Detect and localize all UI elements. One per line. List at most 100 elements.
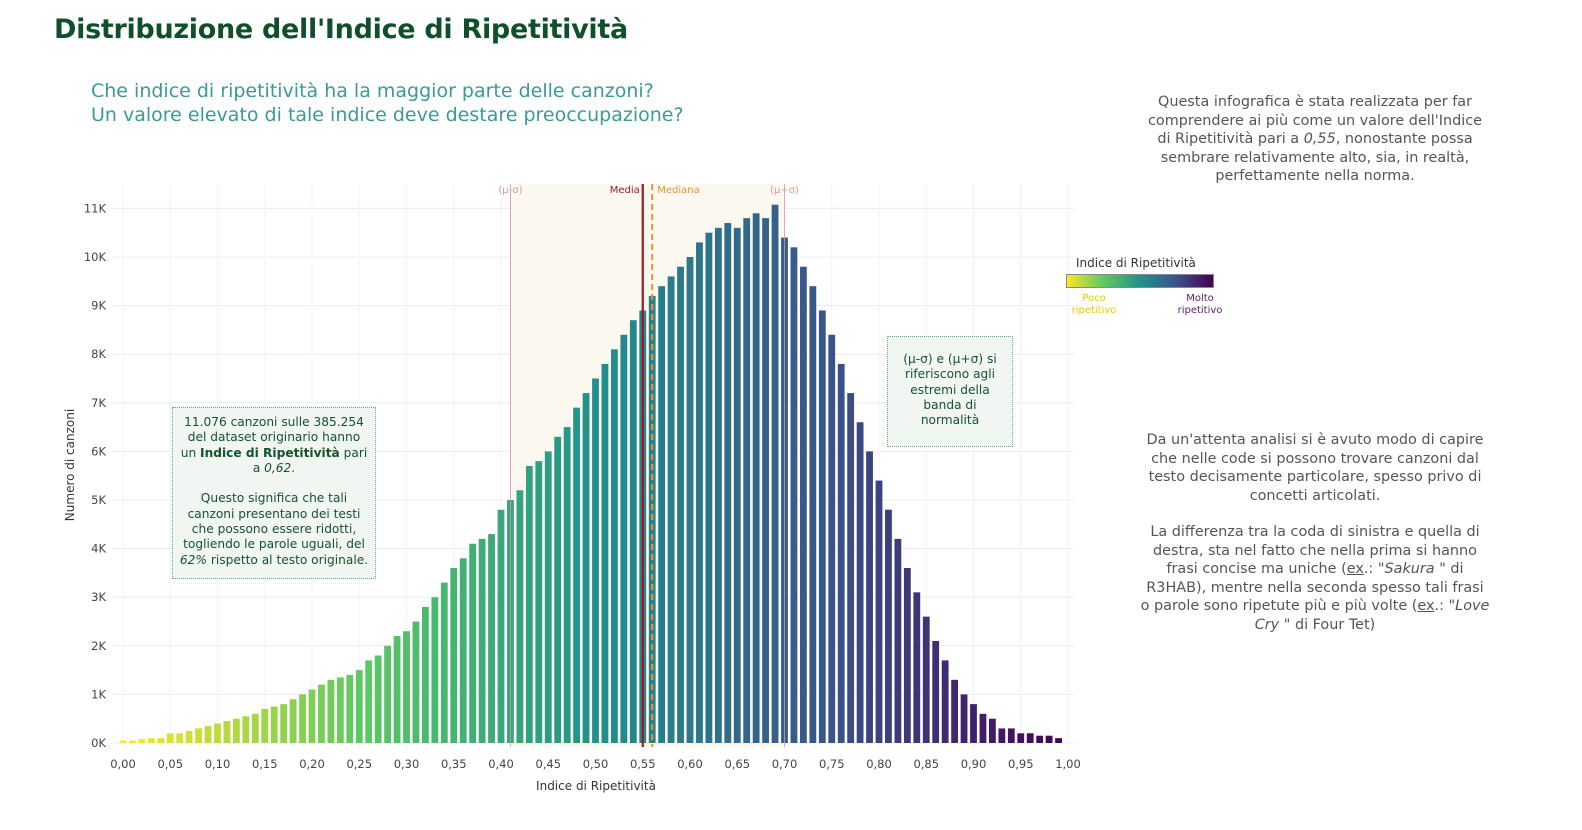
analysis-paragraph-1: Da un'attenta analisi si è avuto modo di… bbox=[1146, 432, 1484, 504]
analysis-text: Da un'attenta analisi si è avuto modo di… bbox=[1140, 431, 1490, 634]
histogram-bar bbox=[336, 677, 344, 743]
histogram-bar bbox=[856, 422, 864, 743]
histogram-bar bbox=[601, 363, 609, 743]
x-tick-label: 0,60 bbox=[677, 757, 703, 771]
x-tick-label: 0,15 bbox=[252, 757, 278, 771]
subtitle-line-1: Che indice di ripetitività ha la maggior… bbox=[91, 80, 654, 102]
histogram-bar bbox=[544, 451, 552, 743]
reference-line-label: (μ-σ) bbox=[498, 185, 522, 196]
y-tick-label: 11K bbox=[84, 201, 107, 215]
y-tick-label: 8K bbox=[91, 347, 106, 361]
histogram-bar bbox=[242, 716, 250, 743]
histogram-bar bbox=[885, 509, 892, 743]
histogram-bar bbox=[516, 490, 524, 743]
histogram-bar bbox=[525, 465, 533, 743]
histogram-bar bbox=[733, 227, 741, 744]
x-tick-label: 0,75 bbox=[819, 757, 845, 771]
histogram-bar bbox=[195, 728, 203, 743]
histogram-bar bbox=[166, 733, 174, 743]
histogram-bar bbox=[847, 393, 855, 743]
histogram-bar bbox=[818, 310, 826, 743]
y-tick-label: 7K bbox=[91, 396, 106, 410]
histogram-bar bbox=[932, 640, 940, 743]
y-tick-label: 1K bbox=[91, 687, 106, 701]
page-title: Distribuzione dell'Indice di Ripetitivit… bbox=[54, 14, 628, 45]
analysis-paragraph-2: La differenza tra la coda di sinistra e … bbox=[1140, 524, 1490, 633]
histogram-bar bbox=[346, 674, 354, 743]
x-tick-label: 0,05 bbox=[157, 757, 183, 771]
histogram-bar bbox=[299, 694, 306, 743]
histogram-bar bbox=[469, 543, 477, 743]
histogram-bar bbox=[1026, 733, 1034, 743]
histogram-bar bbox=[790, 247, 798, 743]
histogram-bar bbox=[866, 451, 873, 743]
histogram-bar bbox=[629, 320, 637, 743]
histogram-bar bbox=[582, 393, 590, 743]
y-tick-label: 2K bbox=[91, 639, 106, 653]
histogram-bar bbox=[828, 334, 836, 743]
histogram-bar bbox=[421, 606, 429, 743]
histogram-bar bbox=[799, 266, 807, 743]
x-tick-label: 0,40 bbox=[488, 757, 514, 771]
x-tick-label: 0,70 bbox=[772, 757, 798, 771]
histogram-bar bbox=[232, 718, 240, 743]
histogram-bar bbox=[214, 723, 221, 743]
reference-line-label: Media bbox=[610, 185, 640, 196]
histogram-bar bbox=[554, 436, 562, 743]
legend-high-label: Molto ripetitivo bbox=[1177, 293, 1223, 316]
subtitle: Che indice di ripetitività ha la maggior… bbox=[91, 79, 684, 127]
histogram-bar bbox=[979, 713, 987, 743]
histogram-bar bbox=[1007, 728, 1015, 743]
x-tick-label: 0,35 bbox=[441, 757, 467, 771]
histogram-bar bbox=[488, 534, 495, 743]
histogram-bar bbox=[393, 636, 401, 743]
x-tick-label: 1,00 bbox=[1055, 757, 1081, 771]
histogram-bar bbox=[535, 461, 543, 743]
histogram-bar bbox=[988, 718, 996, 743]
histogram-bar bbox=[497, 509, 505, 743]
histogram-bar bbox=[573, 407, 581, 743]
histogram-bar bbox=[705, 232, 713, 743]
histogram-bar bbox=[667, 276, 675, 743]
histogram-bar bbox=[223, 721, 231, 743]
histogram-bar bbox=[762, 218, 770, 743]
histogram-bar bbox=[355, 670, 363, 743]
x-tick-label: 0,30 bbox=[394, 757, 420, 771]
x-tick-label: 0,20 bbox=[299, 757, 325, 771]
histogram-bar bbox=[922, 616, 930, 743]
histogram-bar bbox=[563, 427, 571, 743]
histogram-bar bbox=[119, 740, 127, 743]
legend-gradient bbox=[1066, 274, 1214, 288]
histogram-bar bbox=[280, 704, 288, 743]
histogram-bar bbox=[157, 738, 165, 743]
histogram-bar bbox=[875, 480, 883, 743]
histogram-bar bbox=[204, 725, 212, 743]
x-tick-label: 0,65 bbox=[724, 757, 750, 771]
x-tick-label: 0,90 bbox=[961, 757, 987, 771]
y-axis: 0K 1K 2K 3K 4K 5K 6K 7K 8K 9K 10K 11K bbox=[84, 201, 107, 750]
histogram-bar bbox=[308, 689, 316, 743]
histogram-bar bbox=[686, 257, 694, 743]
y-tick-label: 4K bbox=[91, 542, 106, 556]
legend-title: Indice di Ripetitività bbox=[1076, 256, 1196, 270]
annotation-left: 11.076 canzoni sulle 385.254 del dataset… bbox=[172, 407, 376, 579]
histogram-bar bbox=[1045, 735, 1053, 743]
intro-text: Questa infografica è stata realizzata pe… bbox=[1147, 94, 1483, 184]
histogram-bar bbox=[658, 286, 666, 743]
histogram-bar bbox=[941, 660, 949, 743]
y-tick-label: 5K bbox=[91, 493, 106, 507]
histogram-bar bbox=[251, 713, 259, 743]
histogram-bar bbox=[620, 334, 628, 743]
annotation-right: (μ-σ) e (μ+σ) si riferiscono agli estrem… bbox=[887, 336, 1013, 447]
histogram-bar bbox=[129, 740, 136, 743]
y-tick-label: 3K bbox=[91, 590, 106, 604]
histogram-bar bbox=[970, 704, 977, 743]
x-tick-label: 0,10 bbox=[205, 757, 231, 771]
histogram-bar bbox=[374, 655, 382, 743]
histogram-bar bbox=[677, 266, 684, 743]
histogram-bar bbox=[743, 218, 751, 743]
legend-low-label: Poco ripetitivo bbox=[1071, 293, 1117, 316]
histogram-bar bbox=[327, 679, 335, 743]
histogram-bar bbox=[1017, 733, 1025, 743]
histogram-bar bbox=[459, 558, 467, 743]
